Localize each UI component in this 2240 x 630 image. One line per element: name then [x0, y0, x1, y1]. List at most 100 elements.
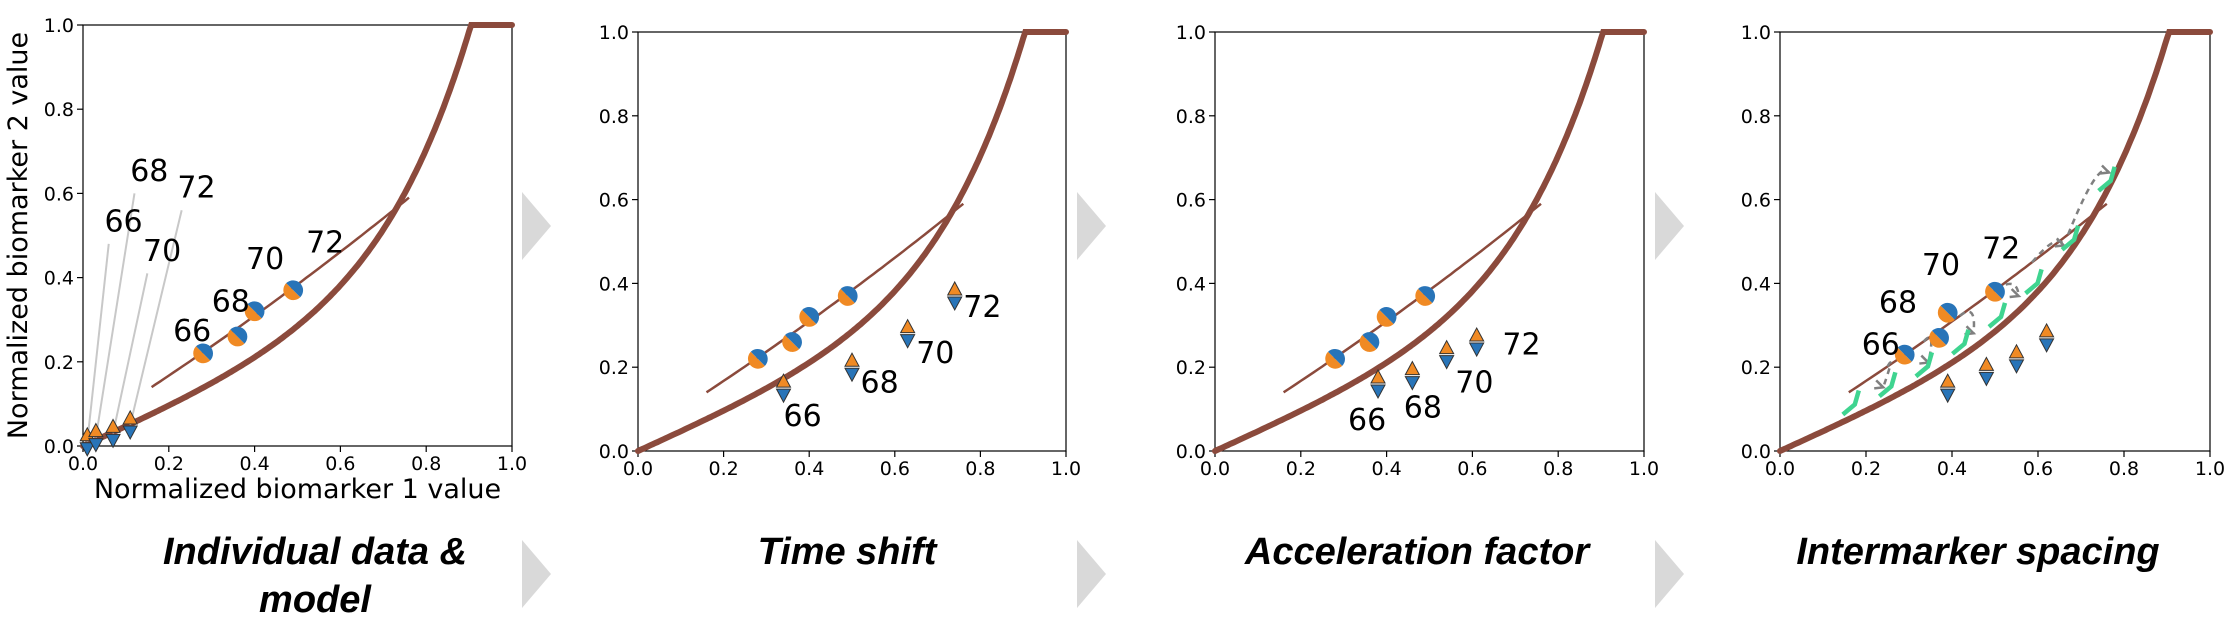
y-tick-label: 0.0 [599, 441, 629, 463]
circle-marker-blue-half [1418, 286, 1436, 304]
x-tick-label: 0.8 [2109, 458, 2139, 480]
triangle-marker [1939, 373, 1956, 404]
x-tick-label: 1.0 [1051, 458, 1081, 480]
x-tick-label: 0.2 [1851, 458, 1881, 480]
panel-caption-3: Acceleration factor [1244, 531, 1590, 573]
y-tick-label: 0.2 [1741, 357, 1771, 379]
triangle-up-orange [1438, 339, 1455, 355]
triangle-up-orange [1468, 327, 1485, 342]
triangle-down-blue [105, 433, 121, 449]
y-tick-label: 1.0 [599, 22, 629, 44]
y-axis-label: Normalized biomarker 2 value [3, 32, 34, 439]
y-tick-label: 0.6 [1741, 190, 1771, 212]
triangle-down-blue [899, 334, 916, 349]
triangle-up-orange [88, 422, 104, 438]
triangle-down-blue [1939, 388, 1956, 404]
triangle-age-label: 70 [143, 234, 181, 269]
circle-marker [1376, 307, 1397, 327]
circle-marker-blue-half [1987, 281, 2005, 299]
population-model-curve [1212, 29, 1647, 454]
y-tick-label: 0.0 [1176, 441, 1206, 463]
triangle-up-orange [1404, 360, 1421, 376]
triangle-down-blue [2038, 338, 2055, 353]
triangle-down-blue [844, 367, 860, 383]
triangle-down-blue [2008, 359, 2025, 374]
circle-age-label: 68 [212, 284, 250, 319]
triangle-up-orange [1939, 373, 1956, 388]
y-tick-label: 0.8 [1176, 106, 1206, 128]
circle-marker-blue-half [286, 280, 304, 298]
circle-marker [747, 348, 768, 369]
chevron-arrow-icon [522, 540, 551, 608]
circle-marker [1359, 332, 1380, 352]
y-tick-label: 1.0 [1741, 22, 1771, 44]
circle-marker-blue-half [230, 326, 248, 344]
y-tick-label: 0.8 [44, 99, 74, 121]
circle-marker-blue-half [247, 301, 265, 319]
triangle-age-label: 72 [963, 290, 1001, 325]
triangle-up-orange [899, 318, 916, 334]
triangle-marker [1404, 360, 1421, 391]
triangle-marker [2008, 343, 2025, 374]
circle-marker-orange-half [1376, 309, 1394, 327]
circle-marker-orange-half [747, 351, 765, 369]
circle-marker [1937, 302, 1958, 323]
triangle-age-label: 68 [130, 154, 168, 189]
circle-age-label: 72 [306, 225, 344, 260]
circle-marker [1415, 286, 1436, 306]
triangle-marker [899, 318, 916, 349]
x-tick-label: 1.0 [497, 453, 527, 475]
circle-marker-orange-half [1359, 334, 1377, 352]
spacing-segment [1841, 389, 1861, 417]
circle-marker-orange-half [799, 309, 817, 327]
spacing-segment [2097, 166, 2117, 193]
triangle-up-orange [2008, 343, 2025, 359]
x-tick-label: 0.8 [1543, 458, 1573, 480]
circle-age-label: 66 [1862, 328, 1900, 363]
chart-panel-1: 0.0 0.2 0.4 0.6 0.8 1.00.00.20.40.60.81.0Norm… [3, 15, 527, 505]
projection-arrowhead [1874, 379, 1886, 390]
x-tick-label: 0.0 [1200, 458, 1230, 480]
x-tick-label: 0.2 [1286, 458, 1316, 480]
circle-marker [227, 326, 248, 347]
triangle-marker [1978, 356, 1995, 387]
circle-marker-orange-half [1985, 284, 2003, 302]
triangle-down-blue [88, 438, 104, 453]
spacing-segment [1877, 371, 1898, 399]
spacing-segment [1951, 329, 1971, 356]
x-tick-label: 0.4 [1937, 458, 1967, 480]
triangle-down-blue [1370, 384, 1386, 400]
x-tick-label: 1.0 [1629, 458, 1659, 480]
circle-marker-orange-half [782, 334, 800, 352]
triangle-marker [88, 422, 104, 453]
triangle-age-label: 66 [104, 204, 142, 239]
circle-marker-orange-half [244, 304, 262, 322]
triangle-up-orange [946, 280, 963, 296]
y-tick-label: 0.8 [599, 106, 629, 128]
circle-marker-blue-half [1328, 348, 1345, 366]
triangle-down-blue [1978, 371, 1995, 387]
x-tick-label: 0.8 [965, 458, 995, 480]
circle-age-label: 70 [246, 242, 284, 277]
x-tick-label: 0.2 [154, 453, 184, 475]
y-tick-label: 0.2 [1176, 357, 1206, 379]
triangle-marker [1370, 368, 1386, 400]
circle-age-label: 68 [1879, 286, 1917, 321]
circle-marker [782, 332, 802, 352]
circle-marker-orange-half [193, 346, 211, 364]
x-tick-label: 0.6 [880, 458, 910, 480]
y-tick-label: 0.2 [599, 357, 629, 379]
triangle-up-orange [775, 373, 792, 388]
circle-marker [1325, 348, 1345, 369]
population-model-curve [1777, 29, 2213, 454]
circle-marker-orange-half [283, 283, 301, 301]
chart-panel-2: 0.0 0.2 0.4 0.6 0.8 1.0 0.0 0.2 0.4 0.6 0.8 1.0 66 68… [599, 22, 1081, 480]
individual-model-curve [1848, 202, 2108, 394]
x-tick-label: 0.0 [1765, 458, 1795, 480]
y-tick-label: 0.8 [1741, 106, 1771, 128]
circle-marker-blue-half [1932, 327, 1949, 345]
individual-model-curve [150, 196, 410, 389]
triangle-marker [775, 373, 792, 404]
leader-line [94, 193, 136, 438]
